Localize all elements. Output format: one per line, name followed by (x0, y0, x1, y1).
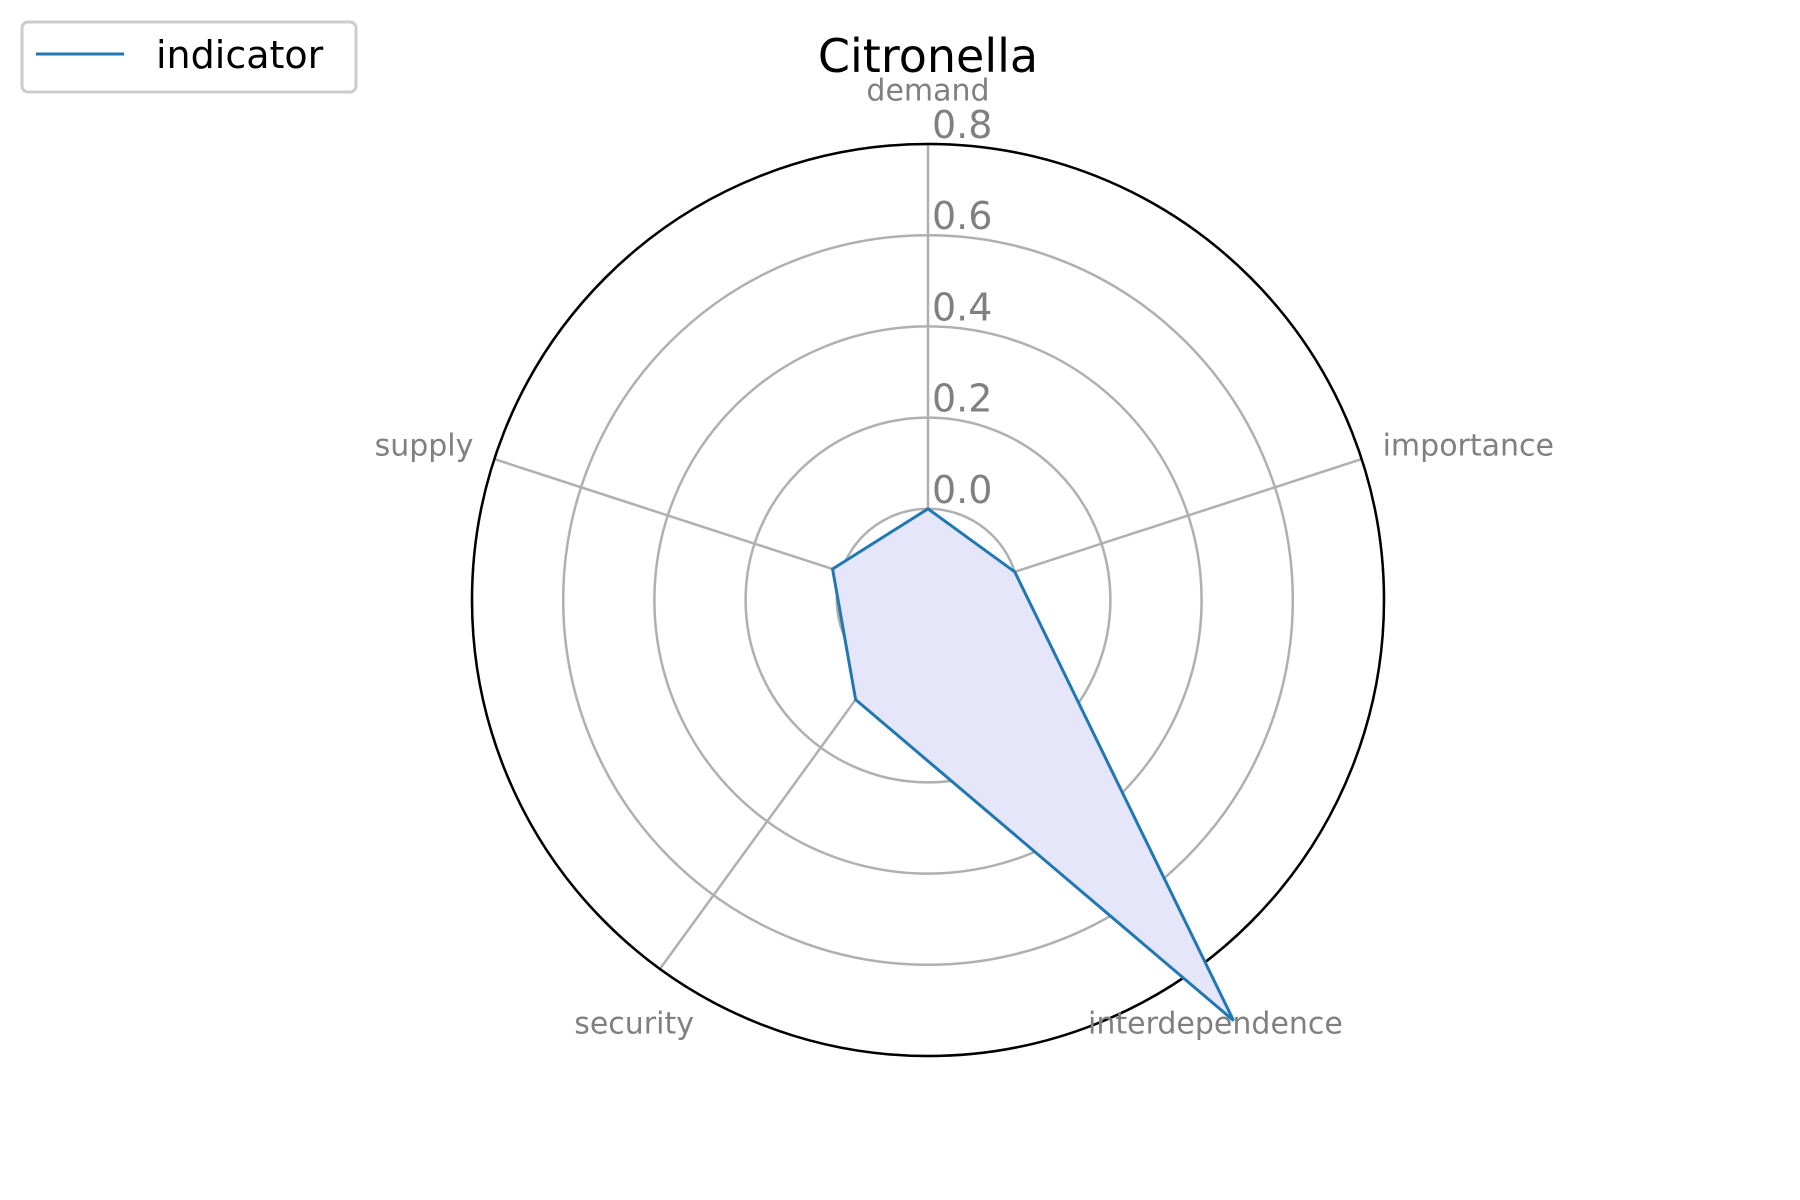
legend-label-indicator: indicator (156, 33, 324, 77)
series-fill-indicator (832, 508, 1234, 1021)
outer-circle (470, 142, 1386, 1058)
axis-label-interdependence: interdependence (1088, 1006, 1343, 1041)
axis-label-demand: demand (866, 74, 989, 109)
axis-label-importance: importance (1383, 429, 1554, 464)
r-tick-label: 0.2 (932, 377, 992, 421)
grid-layer (470, 142, 1386, 1058)
legend-frame (20, 20, 358, 94)
axis-label-security: security (574, 1006, 694, 1041)
r-tick-label: 0.0 (932, 468, 992, 512)
axis-label-supply: supply (375, 429, 474, 464)
series-line-indicator (830, 506, 1235, 1022)
r-tick-label: 0.4 (932, 285, 992, 329)
data-layer (830, 506, 1235, 1022)
r-tick-label: 0.8 (932, 103, 992, 147)
chart-title: Citronella (818, 29, 1038, 83)
legend: indicator (20, 20, 358, 94)
r-tick-label: 0.6 (932, 194, 992, 238)
